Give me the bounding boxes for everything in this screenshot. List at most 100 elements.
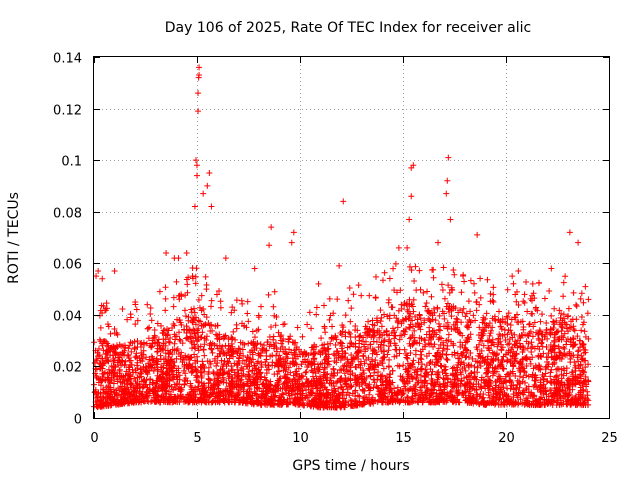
data-point [578,327,585,334]
data-point [238,297,245,304]
data-point [560,279,567,286]
data-point [490,298,497,305]
data-point-peak [200,190,207,197]
data-point [458,359,465,366]
data-point [192,321,199,328]
data-point [394,324,401,331]
data-point [502,337,509,344]
data-point [362,346,369,353]
data-point [565,312,572,319]
data-point [128,348,135,355]
data-point [581,328,588,335]
data-point [460,273,467,280]
data-point-peak [509,273,516,280]
data-point [195,347,202,354]
y-tick-label: 0.02 [53,361,82,376]
data-point [144,301,151,308]
data-point [321,302,328,309]
data-point [467,376,474,383]
data-point [423,299,430,306]
data-point [480,342,487,349]
data-point-peak [266,242,273,249]
data-point [438,362,445,369]
data-point [322,347,329,354]
data-point [546,288,553,295]
data-point [147,311,154,318]
data-point [182,313,189,320]
data-point [550,325,557,332]
data-point [224,347,231,354]
data-point [347,318,354,325]
data-point [330,366,337,373]
data-point [232,336,239,343]
chart-title: Day 106 of 2025, Rate Of TEC Index for r… [165,20,531,36]
data-point [363,325,370,332]
data-point [171,331,178,338]
data-point [535,280,542,287]
data-point [570,342,577,349]
data-point [213,362,220,369]
data-point [570,289,577,296]
data-point [381,311,388,318]
data-point [440,264,447,271]
data-point [576,337,583,344]
data-point [203,314,210,321]
data-point-peak [290,229,297,236]
y-tick-label: 0.08 [53,207,82,222]
data-point [246,373,253,380]
data-point [366,292,373,299]
data-point [96,352,103,359]
data-point [230,353,237,360]
data-point [225,343,232,350]
data-point [91,381,98,388]
x-tick-label: 15 [395,431,412,446]
data-point [424,288,431,295]
data-point [441,295,448,302]
data-point [271,288,278,295]
data-point [147,361,154,368]
data-point [127,311,134,318]
data-point [342,312,349,319]
data-point [249,374,256,381]
data-point [373,383,380,390]
data-point [377,307,384,314]
data-point [127,384,134,391]
data-point [434,370,441,377]
data-point [97,324,104,331]
data-point [461,278,468,285]
data-point [292,387,299,394]
data-point [140,377,147,384]
data-point [463,346,470,353]
data-point [429,359,436,366]
data-point [315,402,322,409]
data-point [407,385,414,392]
data-point [422,389,429,396]
data-point [218,357,225,364]
data-point [300,402,307,409]
data-point [213,331,220,338]
data-point [421,343,428,350]
data-point [258,373,265,380]
data-point [439,308,446,315]
data-point [564,376,571,383]
data-point [385,299,392,306]
data-point [192,334,199,341]
data-point [542,364,549,371]
data-point [548,312,555,319]
data-point [402,350,409,357]
data-point [445,282,452,289]
data-point-peak [395,244,402,251]
data-point [308,325,315,332]
data-point [378,347,385,354]
data-point [533,329,540,336]
data-point [569,386,576,393]
data-point [372,273,379,280]
data-point [445,331,452,338]
data-point [144,325,151,332]
data-point [257,369,264,376]
data-point [547,326,554,333]
data-point [502,351,509,358]
data-point [484,353,491,360]
data-point [407,349,414,356]
data-point [539,311,546,318]
